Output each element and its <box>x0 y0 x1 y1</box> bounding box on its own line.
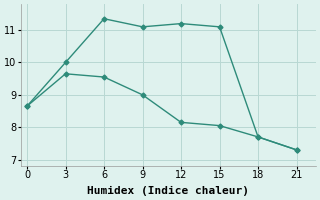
X-axis label: Humidex (Indice chaleur): Humidex (Indice chaleur) <box>87 186 249 196</box>
